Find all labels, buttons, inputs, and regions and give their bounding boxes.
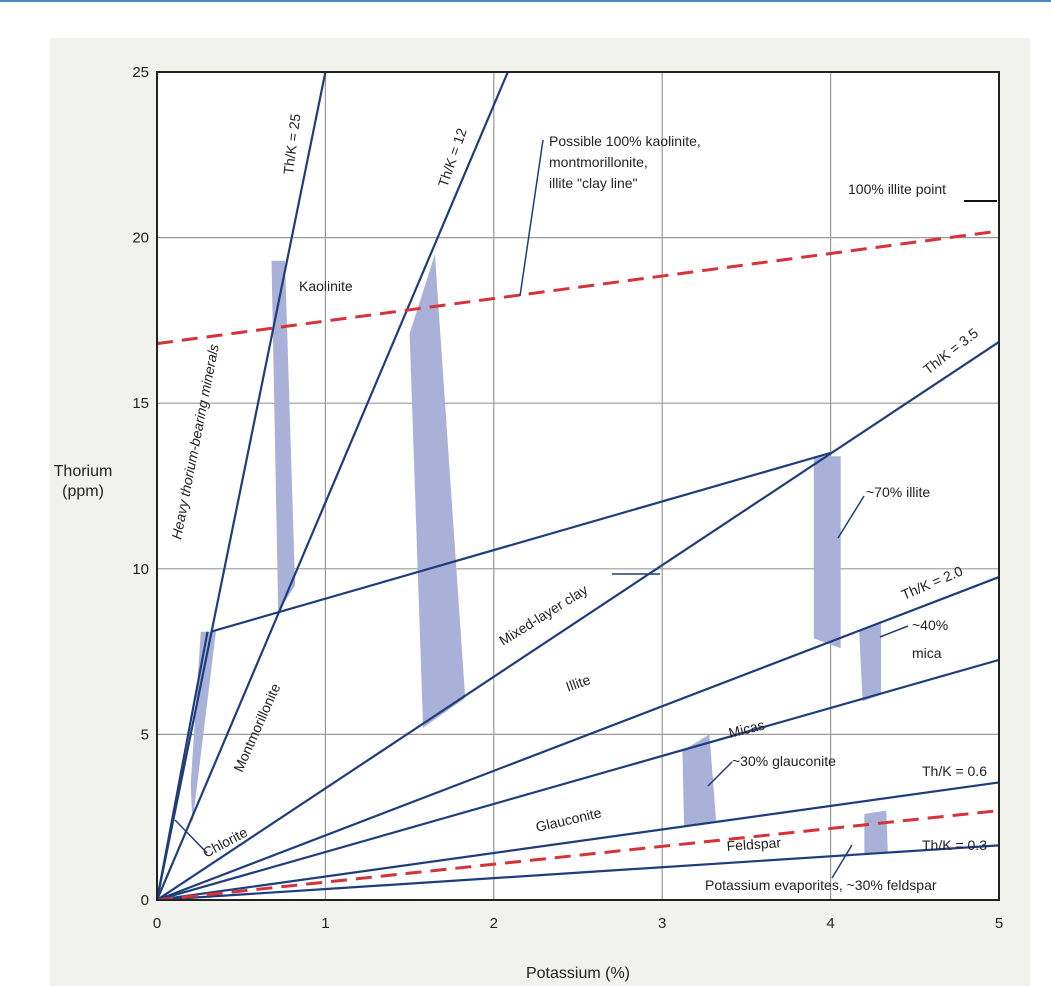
y-tick-label: 0 <box>141 892 149 909</box>
band <box>859 621 882 702</box>
label-clay-line-1: Possible 100% kaolinite, <box>549 133 701 149</box>
ratio-line <box>157 844 999 900</box>
tick-labels: 0 1 2 3 4 5 0 5 10 15 20 25 <box>132 64 1003 932</box>
dashed-line <box>157 229 999 346</box>
ratio-line <box>157 72 509 900</box>
label-thk-25: Th/K = 25 <box>280 113 303 176</box>
y-tick-label: 20 <box>132 230 149 247</box>
evaporites-leader <box>831 844 853 879</box>
ratio-line <box>157 576 999 900</box>
x-tick-label: 0 <box>153 915 161 932</box>
y-tick-label: 10 <box>132 561 149 578</box>
y-tick-label: 15 <box>132 395 149 412</box>
dashed-line <box>157 809 999 900</box>
top-rule <box>0 0 1051 2</box>
y-tick-label: 5 <box>141 726 149 743</box>
dashed-lines <box>157 229 999 900</box>
band <box>190 631 216 824</box>
label-illite-point: 100% illite point <box>848 181 946 197</box>
ratio-line <box>157 658 999 900</box>
label-kaolinite: Kaolinite <box>299 278 353 294</box>
label-clay-line-2: montmorillonite, <box>549 154 648 170</box>
segment-line <box>210 451 831 633</box>
label-thk-0-3: Th/K = 0.3 <box>922 837 987 853</box>
label-mica-40-line2: mica <box>912 645 942 661</box>
band <box>271 260 296 612</box>
x-tick-label: 3 <box>658 915 666 932</box>
chlorite-leader <box>174 819 208 854</box>
plot-border <box>156 71 1000 901</box>
band <box>864 810 888 854</box>
label-thk-0-6: Th/K = 0.6 <box>922 763 987 779</box>
ratio-line <box>157 72 327 900</box>
segment-line <box>157 631 209 900</box>
mica-40-leader <box>879 625 909 638</box>
label-feldspar: Feldspar <box>726 834 782 854</box>
ratio-line <box>157 781 999 900</box>
y-axis-title-line1: Thorium <box>54 463 113 480</box>
x-axis-title: Potassium (%) <box>526 965 630 982</box>
band <box>682 734 717 828</box>
label-mica-40-line1: ~40% <box>912 617 948 633</box>
ratio-line <box>157 341 999 900</box>
glauconite-30-leader <box>707 761 733 787</box>
x-tick-label: 2 <box>490 915 498 932</box>
band <box>813 456 841 649</box>
y-axis-title-line2: (ppm) <box>62 483 104 500</box>
label-illite-70: ~70% illite <box>866 484 930 500</box>
band <box>409 254 466 728</box>
label-evaporites: Potassium evaporites, ~30% feldspar <box>705 877 937 893</box>
x-tick-label: 4 <box>826 915 834 932</box>
bands <box>190 254 888 854</box>
label-clay-line-3: illite "clay line" <box>549 175 638 191</box>
label-glauconite-30: ~30% glauconite <box>732 753 836 769</box>
x-tick-label: 1 <box>321 915 329 932</box>
ratio-lines <box>157 72 999 900</box>
y-tick-label: 25 <box>132 64 149 81</box>
clay-line-leader <box>519 139 544 297</box>
x-tick-label: 5 <box>995 915 1003 932</box>
illite-70-leader <box>837 495 865 539</box>
